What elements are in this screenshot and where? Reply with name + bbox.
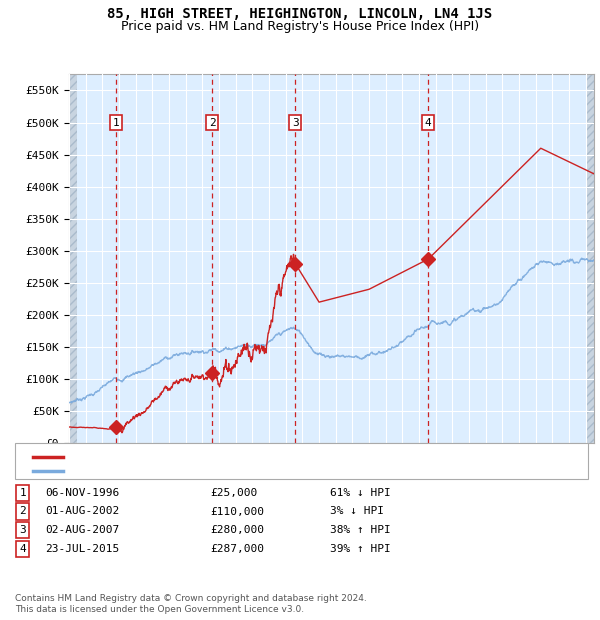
Text: 02-AUG-2007: 02-AUG-2007	[45, 525, 119, 535]
Text: 85, HIGH STREET, HEIGHINGTON, LINCOLN, LN4 1JS (detached house): 85, HIGH STREET, HEIGHINGTON, LINCOLN, L…	[67, 452, 476, 462]
Text: 61% ↓ HPI: 61% ↓ HPI	[330, 488, 391, 498]
Text: £287,000: £287,000	[210, 544, 264, 554]
Text: 38% ↑ HPI: 38% ↑ HPI	[330, 525, 391, 535]
Text: Price paid vs. HM Land Registry's House Price Index (HPI): Price paid vs. HM Land Registry's House …	[121, 20, 479, 33]
Text: 3: 3	[292, 118, 299, 128]
Bar	[587, 74, 594, 443]
Text: 1: 1	[19, 488, 26, 498]
Text: 2: 2	[209, 118, 215, 128]
Text: 3: 3	[19, 525, 26, 535]
Text: 4: 4	[425, 118, 431, 128]
Text: 06-NOV-1996: 06-NOV-1996	[45, 488, 119, 498]
Text: £110,000: £110,000	[210, 507, 264, 516]
Text: £280,000: £280,000	[210, 525, 264, 535]
Text: 2: 2	[19, 507, 26, 516]
Text: Contains HM Land Registry data © Crown copyright and database right 2024.
This d: Contains HM Land Registry data © Crown c…	[15, 595, 367, 614]
Text: 4: 4	[19, 544, 26, 554]
Text: £25,000: £25,000	[210, 488, 257, 498]
Text: 85, HIGH STREET, HEIGHINGTON, LINCOLN, LN4 1JS: 85, HIGH STREET, HEIGHINGTON, LINCOLN, L…	[107, 7, 493, 22]
Text: 3% ↓ HPI: 3% ↓ HPI	[330, 507, 384, 516]
Text: 39% ↑ HPI: 39% ↑ HPI	[330, 544, 391, 554]
Text: 23-JUL-2015: 23-JUL-2015	[45, 544, 119, 554]
Text: 01-AUG-2002: 01-AUG-2002	[45, 507, 119, 516]
Text: 1: 1	[113, 118, 120, 128]
Bar	[69, 74, 77, 443]
Text: HPI: Average price, detached house, North Kesteven: HPI: Average price, detached house, Nort…	[67, 466, 392, 476]
